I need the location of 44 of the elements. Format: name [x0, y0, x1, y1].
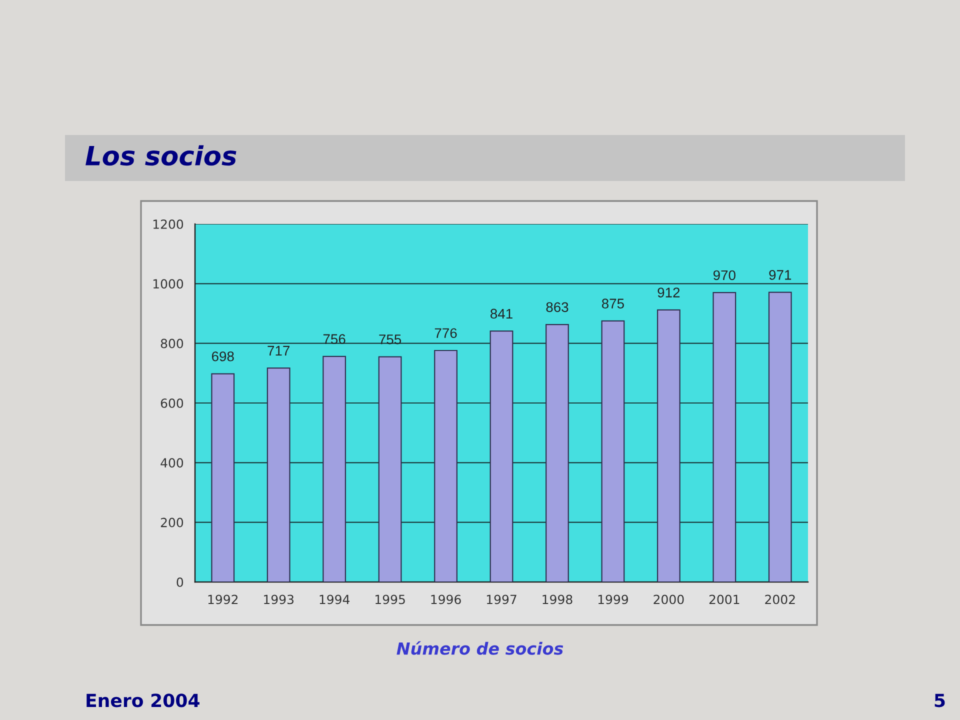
y-tick-label: 800 — [160, 338, 184, 348]
bar — [712, 292, 736, 582]
y-tick-label: 400 — [160, 458, 184, 468]
y-tick-label: 0 — [176, 577, 184, 587]
x-tick-label: 2001 — [709, 594, 740, 604]
data-label: 698 — [212, 351, 234, 362]
x-tick-label: 1996 — [431, 594, 461, 604]
data-label: 875 — [602, 298, 624, 308]
data-label: 717 — [268, 346, 290, 356]
x-tick-label: 1999 — [598, 594, 628, 604]
text: 5 — [934, 694, 945, 708]
bar — [546, 324, 569, 582]
y-tick-label: 1000 — [153, 279, 184, 289]
data-label: 912 — [658, 288, 680, 298]
data-label: 776 — [434, 328, 457, 338]
data-label: 863 — [546, 302, 568, 312]
x-tick-label: 1993 — [264, 594, 294, 604]
text: Enero 2004 — [86, 694, 200, 708]
data-label: 970 — [713, 270, 736, 280]
bar — [768, 292, 792, 582]
bar — [490, 330, 514, 582]
data-label: 755 — [379, 334, 402, 344]
bar — [266, 368, 290, 582]
data-label: 971 — [769, 270, 792, 280]
x-tick-label: 2000 — [654, 594, 684, 604]
data-label: 756 — [323, 334, 346, 344]
bar — [211, 373, 235, 582]
bar — [656, 309, 680, 582]
x-tick-label: 1997 — [486, 594, 516, 604]
x-tick-label: 2002 — [765, 594, 795, 604]
y-tick-label: 200 — [160, 518, 184, 528]
text: Número de socios — [396, 641, 564, 655]
bar — [434, 350, 458, 582]
data-label: 841 — [490, 308, 512, 319]
bar — [378, 356, 402, 582]
bar — [601, 320, 625, 582]
y-tick-label: 1200 — [153, 219, 184, 229]
x-tick-label: 1995 — [376, 594, 405, 604]
x-tick-label: 1998 — [542, 594, 572, 604]
bar — [322, 356, 346, 582]
y-tick-label: 600 — [160, 398, 184, 408]
chart-title: Los socios — [86, 145, 236, 166]
x-tick-label: 1994 — [320, 594, 350, 604]
x-tick-label: 1992 — [208, 594, 238, 604]
